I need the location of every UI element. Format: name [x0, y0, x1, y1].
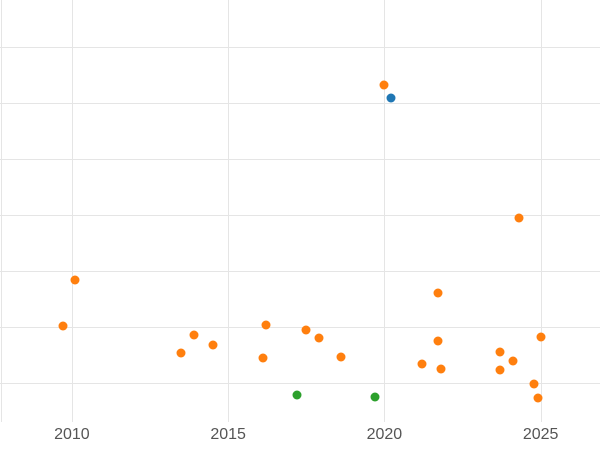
scatter-point-green-series: [292, 390, 302, 400]
scatter-point-orange-series: [301, 325, 311, 335]
x-axis: 2010 2015 2020 2025: [0, 422, 600, 450]
horizontal-gridline: [0, 102, 600, 104]
scatter-point-orange-series: [495, 365, 505, 375]
vertical-gridline: [384, 0, 386, 422]
horizontal-gridline: [0, 47, 600, 48]
scatter-point-orange-series: [336, 352, 346, 362]
scatter-point-orange-series: [176, 348, 186, 358]
scatter-point-orange-series: [58, 321, 67, 331]
scatter-point-orange-series: [70, 275, 80, 285]
vertical-gridline: [71, 0, 73, 422]
scatter-point-orange-series: [417, 359, 427, 369]
x-tick-label: 2020: [366, 426, 403, 443]
left-spine: [1, 0, 2, 422]
x-tick-label: 2010: [54, 426, 90, 443]
scatter-point-blue-series: [386, 93, 396, 103]
scatter-point-orange-series: [208, 340, 217, 350]
plot-area: [0, 0, 600, 422]
horizontal-gridline: [0, 214, 600, 216]
horizontal-gridline: [0, 382, 600, 384]
vertical-gridline: [228, 0, 230, 422]
scatter-point-orange-series: [314, 333, 324, 343]
scatter-point-orange-series: [514, 213, 524, 223]
scatter-point-orange-series: [495, 347, 505, 357]
scatter-point-orange-series: [261, 320, 271, 330]
horizontal-gridline: [0, 270, 600, 272]
scatter-point-orange-series: [533, 393, 542, 403]
scatter-point-orange-series: [529, 379, 539, 389]
scatter-point-orange-series: [436, 364, 446, 374]
scatter-point-orange-series: [433, 336, 442, 346]
x-tick-label: 2025: [522, 426, 559, 443]
horizontal-gridline: [0, 158, 600, 160]
scatter-point-orange-series: [379, 80, 389, 90]
scatter-point-orange-series: [433, 288, 442, 298]
scatter-point-orange-series: [258, 353, 267, 363]
scatter-point-orange-series: [536, 332, 546, 342]
scatter-point-orange-series: [508, 356, 517, 366]
vertical-gridline: [540, 0, 542, 422]
horizontal-gridline: [0, 326, 600, 328]
x-tick-label: 2015: [210, 426, 246, 443]
scatter-point-green-series: [370, 392, 380, 402]
scatter-point-orange-series: [189, 330, 199, 340]
